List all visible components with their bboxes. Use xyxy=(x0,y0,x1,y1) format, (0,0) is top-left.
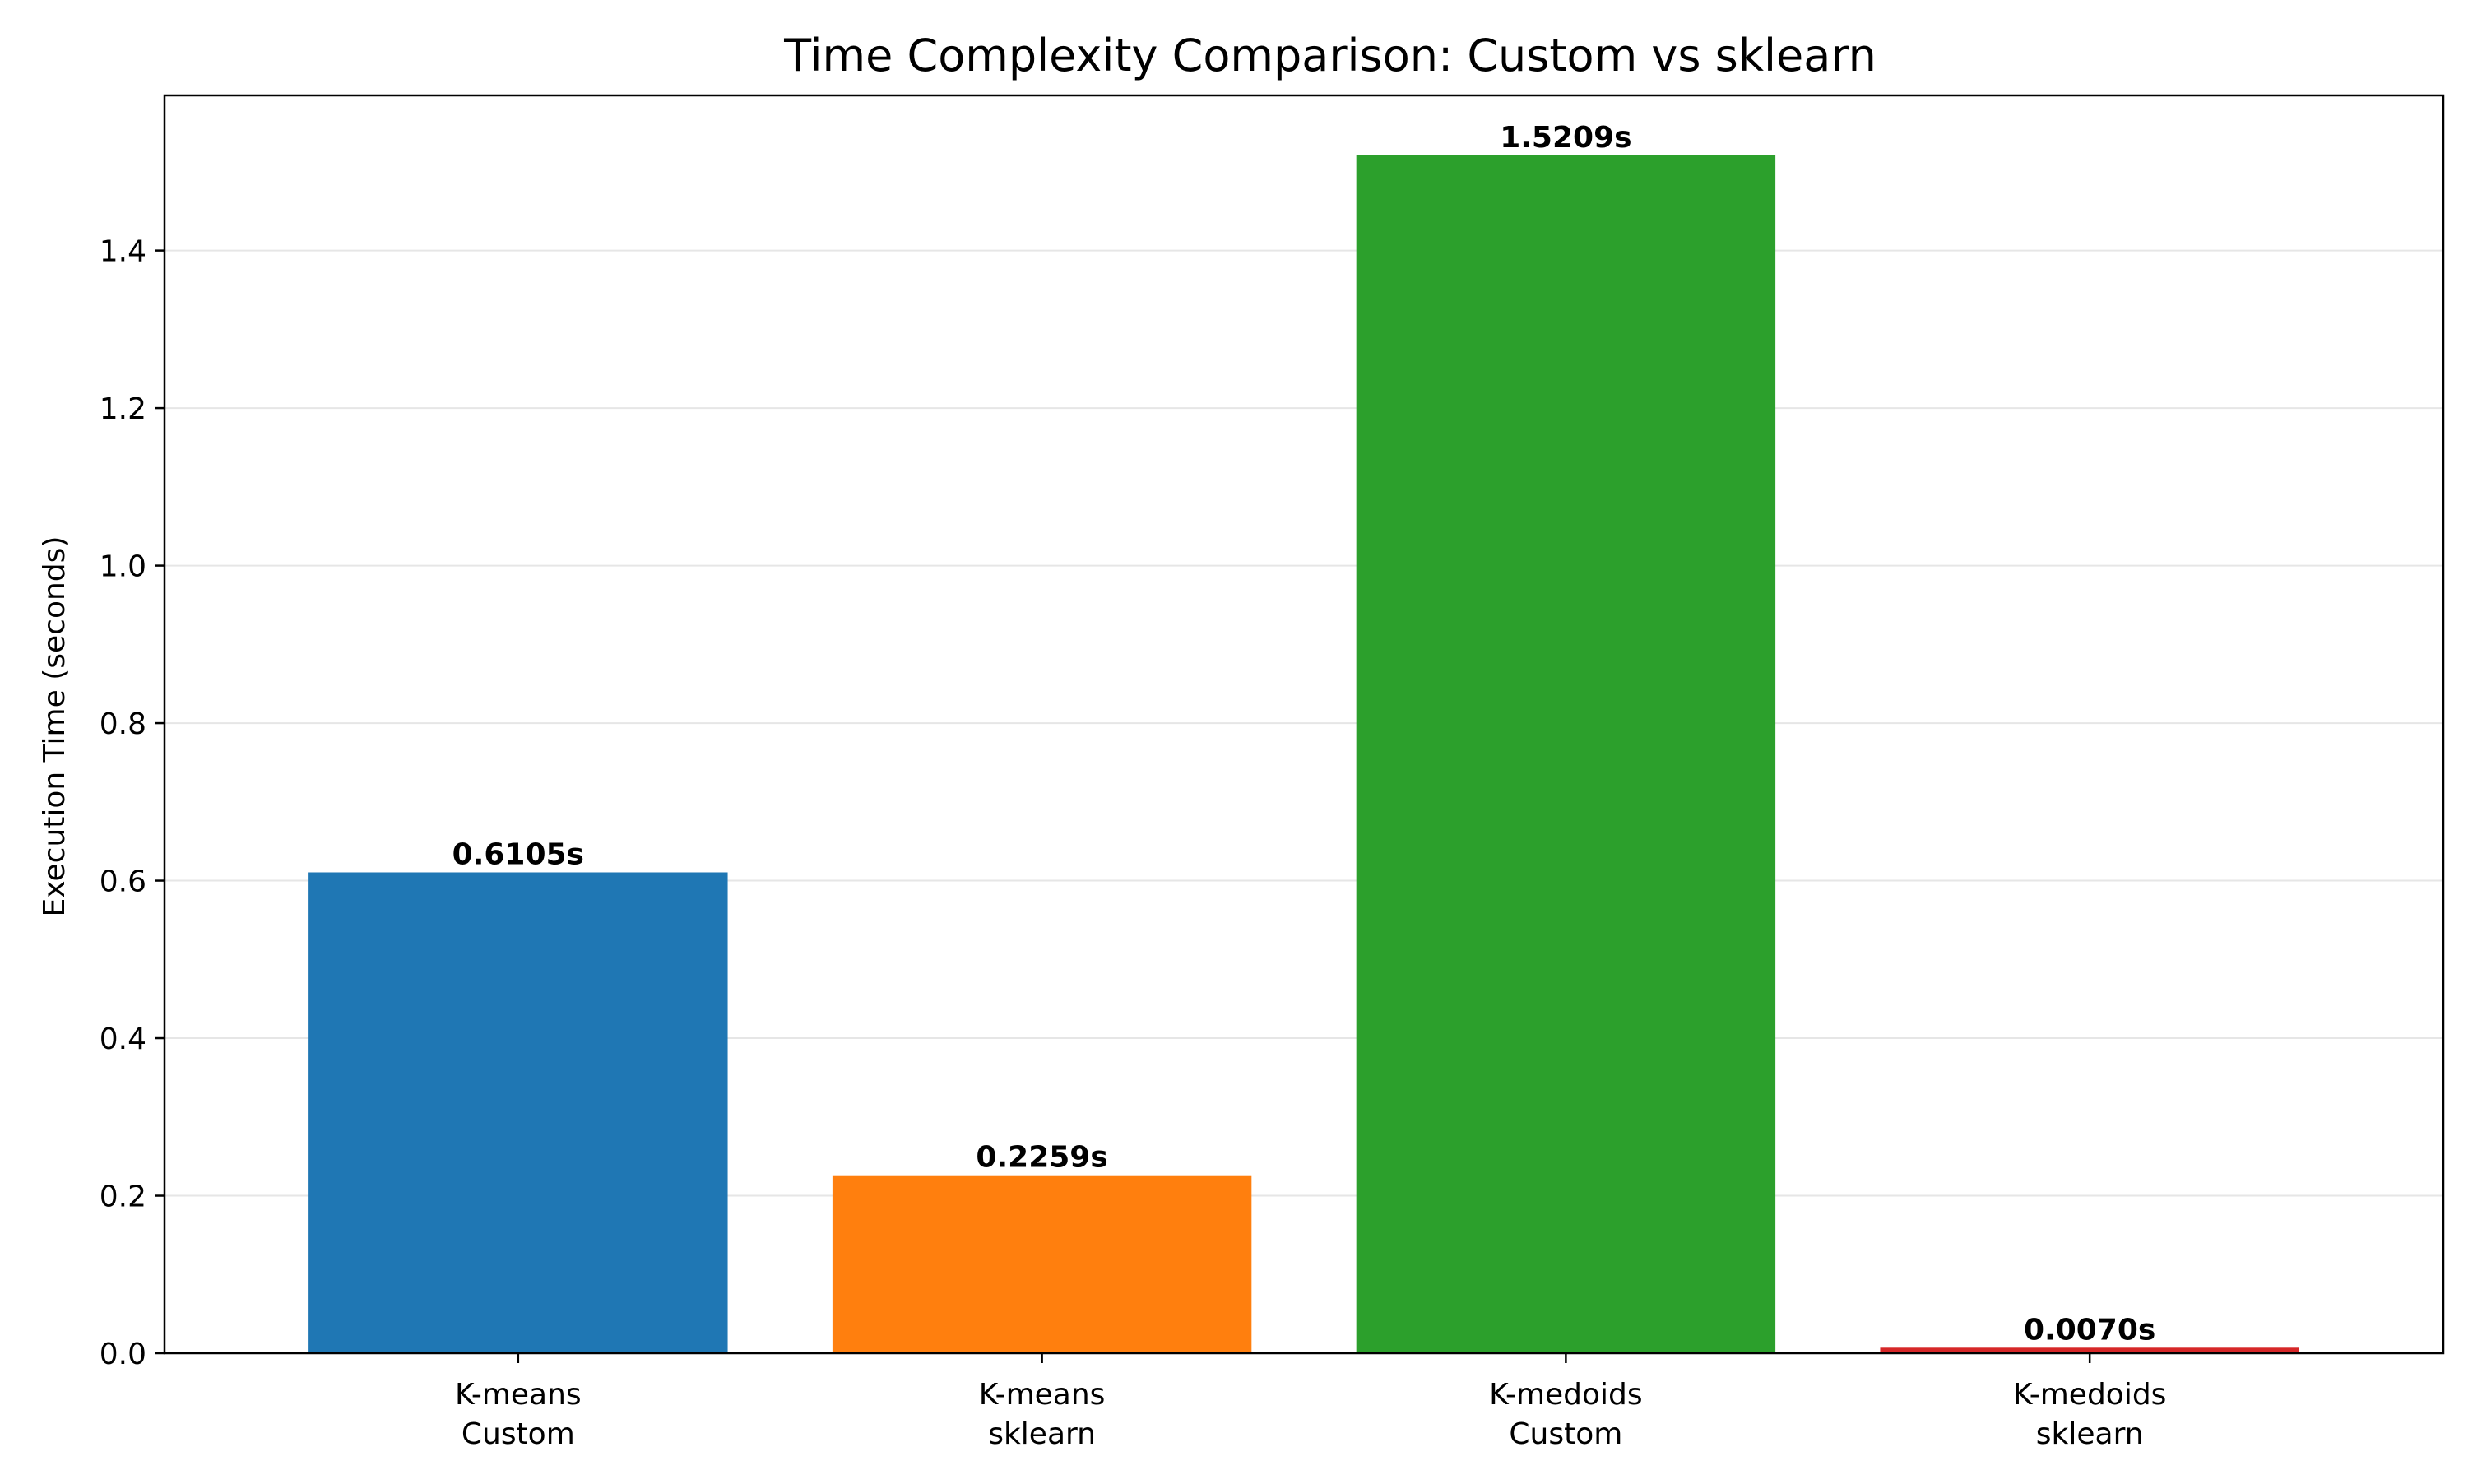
x-tick-label: K-means Custom xyxy=(455,1378,582,1451)
y-tick-label: 0.6 xyxy=(100,865,146,899)
x-tick-label: K-medoids sklearn xyxy=(2013,1378,2167,1451)
bar-value-label: 0.0070s xyxy=(2024,1313,2155,1347)
y-tick-label: 0.2 xyxy=(100,1180,146,1214)
bar-value-label: 0.2259s xyxy=(976,1141,1107,1175)
x-tick-label: K-medoids Custom xyxy=(1489,1378,1643,1451)
y-tick-label: 0.8 xyxy=(100,707,146,741)
y-axis-label: Execution Time (seconds) xyxy=(38,536,72,917)
bar-value-label: 1.5209s xyxy=(1500,121,1631,155)
bar xyxy=(1880,1347,2299,1353)
bar xyxy=(1356,155,1776,1354)
bar xyxy=(308,872,728,1353)
axes: 0.0 0.2 0.4 0.6 0.8 1.0 1.2 1.4 K-means Custom K-m… xyxy=(100,94,2445,1451)
y-tick-label: 0.0 xyxy=(100,1338,146,1371)
bar xyxy=(832,1175,1252,1353)
x-tick-label: K-means sklearn xyxy=(979,1378,1106,1451)
data-labels: 0.6105s 0.2259s 1.5209s 0.0070s xyxy=(452,121,2156,1347)
bars xyxy=(308,155,2299,1354)
y-tick-label: 1.2 xyxy=(100,392,146,426)
bar-value-label: 0.6105s xyxy=(452,837,584,871)
y-tick-label: 0.4 xyxy=(100,1023,146,1056)
y-tick-label: 1.4 xyxy=(100,235,146,269)
plot-frame xyxy=(163,94,2445,1355)
y-tick-label: 1.0 xyxy=(100,550,146,584)
chart-title: Time Complexity Comparison: Custom vs sk… xyxy=(783,30,1877,81)
